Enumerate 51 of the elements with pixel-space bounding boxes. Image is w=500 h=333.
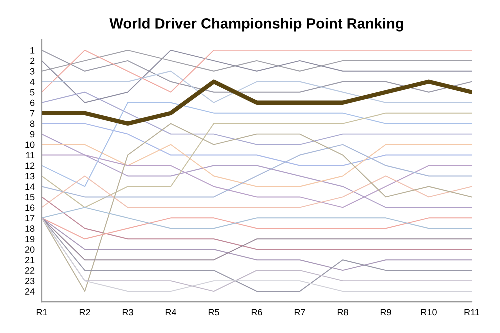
line-series bbox=[42, 176, 472, 208]
y-tick-label: 10 bbox=[26, 142, 35, 148]
y-tick-label: 17 bbox=[26, 215, 35, 222]
line-series bbox=[42, 218, 472, 272]
line-series bbox=[42, 102, 472, 188]
line-series bbox=[42, 112, 472, 208]
y-tick-label: 3 bbox=[30, 68, 35, 75]
line-series bbox=[42, 144, 472, 198]
y-tick-label: 23 bbox=[25, 278, 35, 284]
line-series bbox=[42, 50, 472, 93]
y-tick-label: 14 bbox=[26, 184, 35, 190]
y-tick-label: 19 bbox=[26, 236, 35, 242]
y-tick-label: 9 bbox=[30, 131, 35, 138]
y-tick-label: 8 bbox=[30, 120, 35, 128]
x-tick-label: R2 bbox=[80, 309, 90, 316]
line-series bbox=[42, 218, 472, 292]
y-tick-label: 12 bbox=[26, 162, 35, 170]
chart-title: World Driver Championship Point Ranking bbox=[110, 18, 404, 32]
x-tick-label: R10 bbox=[421, 309, 437, 316]
y-tick-label: 18 bbox=[26, 226, 35, 232]
y-tick-label: 5 bbox=[30, 89, 35, 96]
y-tick-label: 16 bbox=[26, 204, 35, 212]
x-tick-label: R8 bbox=[338, 309, 348, 316]
y-tick-label: 22 bbox=[25, 268, 35, 274]
y-tick-label: 4 bbox=[30, 78, 35, 86]
y-tick-label: 24 bbox=[25, 288, 35, 295]
line-series bbox=[42, 134, 472, 208]
y-tick-label: 1 bbox=[30, 48, 35, 54]
line-series bbox=[42, 196, 472, 250]
x-tick-label: R7 bbox=[294, 309, 306, 316]
x-tick-label: R3 bbox=[122, 309, 134, 316]
line-series bbox=[42, 92, 472, 146]
y-tick-label: 6 bbox=[30, 100, 35, 106]
line-series bbox=[42, 123, 472, 292]
x-tick-label: R5 bbox=[208, 309, 220, 316]
x-tick-label: R11 bbox=[464, 309, 480, 316]
y-tick-label: 11 bbox=[26, 152, 35, 159]
x-tick-label: R6 bbox=[252, 309, 262, 316]
line-series bbox=[42, 50, 472, 104]
y-tick-label: 21 bbox=[25, 257, 35, 264]
x-tick-label: R4 bbox=[166, 309, 177, 316]
y-tick-label: 20 bbox=[25, 246, 35, 253]
x-tick-label: R1 bbox=[36, 309, 48, 316]
y-tick-label: 13 bbox=[26, 173, 35, 180]
y-tick-label: 7 bbox=[30, 110, 35, 117]
y-tick-label: 15 bbox=[26, 194, 35, 201]
line-series bbox=[42, 70, 472, 104]
line-series bbox=[42, 144, 472, 188]
y-tick-label: 2 bbox=[30, 58, 35, 64]
x-tick-label: R9 bbox=[380, 309, 392, 316]
line-series bbox=[42, 80, 472, 126]
